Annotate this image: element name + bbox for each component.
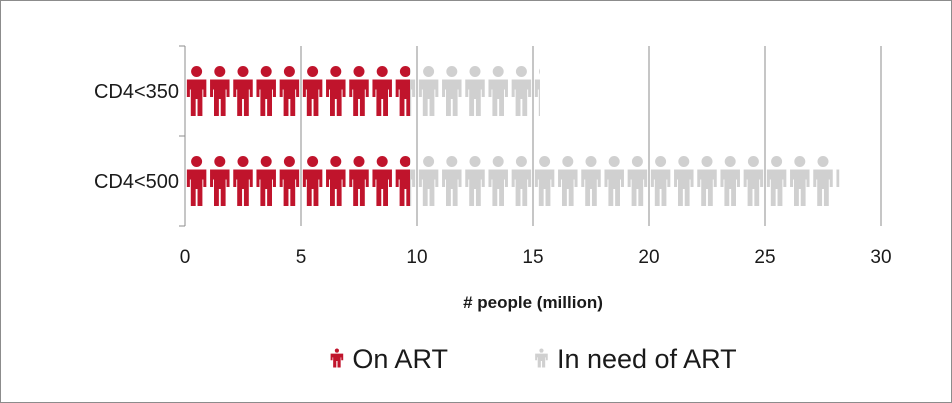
person-icon xyxy=(418,156,439,206)
person-icon xyxy=(279,66,300,116)
x-tick-label-15: 15 xyxy=(522,247,543,268)
person-icon xyxy=(410,158,416,206)
bar-segment-in-need-1 xyxy=(410,156,840,206)
gridlines xyxy=(300,46,882,226)
legend-label-in-need: In need of ART xyxy=(557,344,737,374)
person-icon xyxy=(465,66,485,116)
legend: On ART In need of ART xyxy=(330,344,737,374)
person-icon xyxy=(604,156,624,206)
person-icon xyxy=(465,156,485,206)
person-icon xyxy=(326,156,346,206)
person-icon xyxy=(488,156,508,206)
person-icon xyxy=(836,169,840,187)
y-tick-labels: CD4<350 CD4<500 xyxy=(94,81,179,193)
x-tick-label-5: 5 xyxy=(296,247,307,268)
person-icon xyxy=(627,156,648,206)
person-icon xyxy=(743,156,764,206)
person-icon xyxy=(233,156,253,206)
person-icon xyxy=(186,66,207,116)
person-icon xyxy=(511,156,532,206)
person-icon xyxy=(674,156,694,206)
person-icon xyxy=(813,156,833,206)
x-axis-title: # people (million) xyxy=(463,293,603,312)
person-icon xyxy=(186,156,207,206)
x-tick-label-10: 10 xyxy=(406,247,427,268)
x-tick-label-25: 25 xyxy=(754,247,775,268)
bar-row-1 xyxy=(186,156,840,206)
person-icon xyxy=(534,68,540,116)
legend-label-on-art: On ART xyxy=(352,344,448,374)
person-icon xyxy=(488,66,508,116)
person-icon xyxy=(581,156,601,206)
person-icon xyxy=(302,66,323,116)
x-tick-label-30: 30 xyxy=(870,247,891,268)
person-icon xyxy=(279,156,300,206)
person-icon xyxy=(766,156,787,206)
person-icon xyxy=(511,66,532,116)
person-icon xyxy=(558,156,578,206)
y-tick-label-1: CD4<500 xyxy=(94,171,179,193)
person-icon xyxy=(302,156,323,206)
x-tick-label-0: 0 xyxy=(180,247,191,268)
person-icon xyxy=(442,66,462,116)
person-icon xyxy=(210,66,230,116)
person-icon xyxy=(349,66,369,116)
bar-segment-on-art-1 xyxy=(186,156,411,206)
person-icon xyxy=(410,68,416,116)
person-icon xyxy=(650,156,671,206)
person-icon xyxy=(326,66,346,116)
person-icon xyxy=(372,66,392,116)
legend-swatch-in-need-person-icon xyxy=(535,348,548,368)
person-icon xyxy=(395,156,411,206)
person-icon xyxy=(349,156,369,206)
person-icon xyxy=(372,156,392,206)
person-icon xyxy=(697,156,717,206)
x-tick-label-20: 20 xyxy=(638,247,659,268)
bar-row-0 xyxy=(186,66,540,116)
legend-swatch-on-art-person-icon xyxy=(330,348,344,368)
x-tick-labels: 0 5 10 15 20 25 30 xyxy=(180,247,892,268)
person-icon xyxy=(256,156,276,206)
bar-segment-in-need-0 xyxy=(410,66,540,116)
person-icon xyxy=(790,156,810,206)
pictograph-bars xyxy=(186,66,840,206)
person-icon xyxy=(534,156,555,206)
person-icon xyxy=(256,66,276,116)
person-icon xyxy=(233,66,253,116)
person-icon xyxy=(418,66,439,116)
person-icon xyxy=(442,156,462,206)
axes xyxy=(179,45,186,227)
person-icon xyxy=(720,156,740,206)
person-icon xyxy=(210,156,230,206)
bar-segment-on-art-0 xyxy=(186,66,411,116)
person-icon xyxy=(395,66,411,116)
y-tick-label-0: CD4<350 xyxy=(94,81,179,103)
